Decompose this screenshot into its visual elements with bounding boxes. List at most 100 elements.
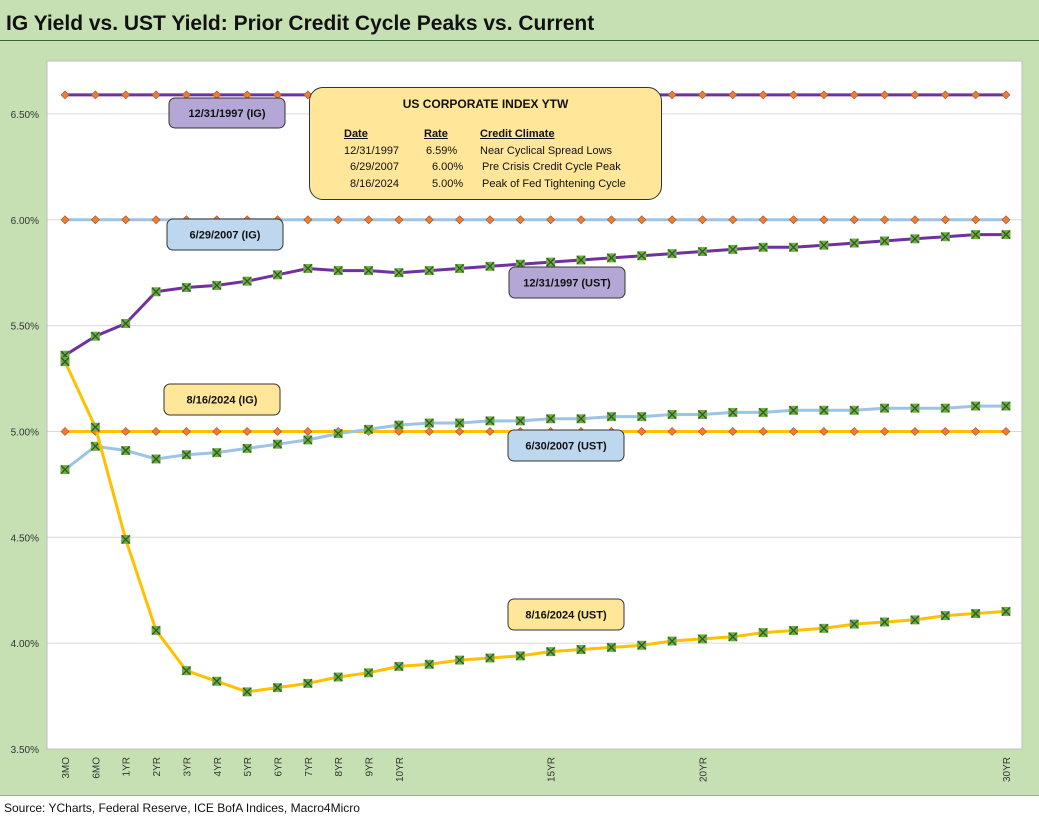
ig-data-point [1001,427,1011,436]
ig-data-point [303,427,313,436]
ig-data-point [940,215,950,225]
ust-data-point [212,676,222,686]
ig-data-point [940,90,950,100]
ust-data-point [515,651,525,661]
ust-data-point [181,666,191,676]
ig-data-point [60,215,70,225]
ust-data-point [819,623,829,633]
ust-data-point [303,435,313,445]
ust-data-point [181,283,191,293]
ig-data-point [667,215,677,225]
info-row-date: 12/31/1997 [344,145,400,157]
info-row-rate: 5.00% [432,178,464,190]
ust-data-point [940,403,950,413]
x-tick-label: 6MO [91,757,102,779]
ig-data-point [667,90,677,100]
ust-data-point [485,653,495,663]
ust-data-point [758,407,768,417]
series-line [64,233,1006,357]
x-tick-label: 5YR [243,757,254,776]
ust-data-point [1001,230,1011,240]
x-tick-label: 4YR [213,757,224,776]
ust-data-point [880,403,890,413]
x-tick-label: 2YR [152,757,163,776]
x-tick-label: 20YR [698,757,709,782]
x-tick-label: 9YR [365,757,376,776]
ust-data-point [364,668,374,678]
ust-data-point [1001,606,1011,616]
ig-data-point [90,215,100,225]
ig-data-point [151,90,161,100]
ust-data-point [910,615,920,625]
ust-data-point [485,416,495,426]
ust-data-point [546,257,556,267]
ig-data-point [698,215,707,225]
ust-data-point [394,420,404,430]
ust-data-point [90,441,100,451]
ust-data-point [667,249,677,259]
ust-data-point [272,683,282,693]
ig-data-point [151,427,161,436]
series-callout-box [508,266,626,299]
ust-data-point [667,636,677,646]
x-tick-label: 15YR [547,757,558,782]
ig-data-point [910,90,920,100]
ust-data-point [606,253,616,263]
x-tick-label: 1YR [122,757,133,776]
series-callout-label: 6/29/2007 (IG) [190,230,261,242]
ig-data-point [971,427,981,436]
y-tick-label: 6.00% [11,216,39,227]
ust-data-point [819,240,829,250]
ig-data-point [485,215,495,225]
ust-data-point [60,357,70,367]
series-callout-box [166,218,284,251]
ust-data-point [333,266,343,276]
ust-data-point [940,232,950,242]
ig-data-point [546,215,556,225]
info-row-climate: Pre Crisis Credit Cycle Peak [482,161,621,173]
ig-data-point [424,427,434,436]
ig-data-point [637,215,647,225]
x-tick-label: 7YR [304,757,315,776]
ust-data-point [242,443,252,453]
info-header-date: Date [344,128,368,140]
ust-data-point [546,414,556,424]
ig-data-point [1001,90,1011,100]
ust-data-point [455,418,465,428]
ig-data-point [121,427,131,436]
ust-data-point [151,287,161,297]
ust-data-point [364,266,374,276]
ust-data-point [971,230,981,240]
ust-data-point [576,414,586,424]
ust-data-point [849,405,859,415]
info-row-climate: Near Cyclical Spread Lows [480,145,613,157]
ust-data-point [242,276,252,286]
info-row-date: 6/29/2007 [350,161,399,173]
ig-data-point [789,90,798,100]
ust-data-point [212,448,222,458]
ig-data-point [728,215,738,225]
ig-data-point [789,427,798,436]
ig-data-point [151,215,161,225]
ust-data-point [758,628,768,638]
series-callout-box [507,598,625,631]
ig-data-point [181,427,191,436]
ust-data-point [90,422,100,432]
ust-data-point [424,418,434,428]
ig-data-point [455,215,465,225]
info-header-climate: Credit Climate [480,128,555,140]
y-tick-label: 4.50% [11,533,39,544]
ig-data-point [910,215,920,225]
ust-data-point [60,465,70,475]
y-tick-label: 4.00% [11,639,39,650]
ust-data-point [940,611,950,621]
x-tick-label: 3YR [182,757,193,776]
chart-title: IG Yield vs. UST Yield: Prior Credit Cyc… [6,12,595,35]
ust-data-point [394,268,404,278]
ig-data-point [303,215,313,225]
ust-data-point [364,424,374,434]
ust-data-point [242,687,252,697]
ust-data-point [606,412,616,422]
ust-data-point [728,407,738,417]
ust-data-point [1001,401,1011,411]
